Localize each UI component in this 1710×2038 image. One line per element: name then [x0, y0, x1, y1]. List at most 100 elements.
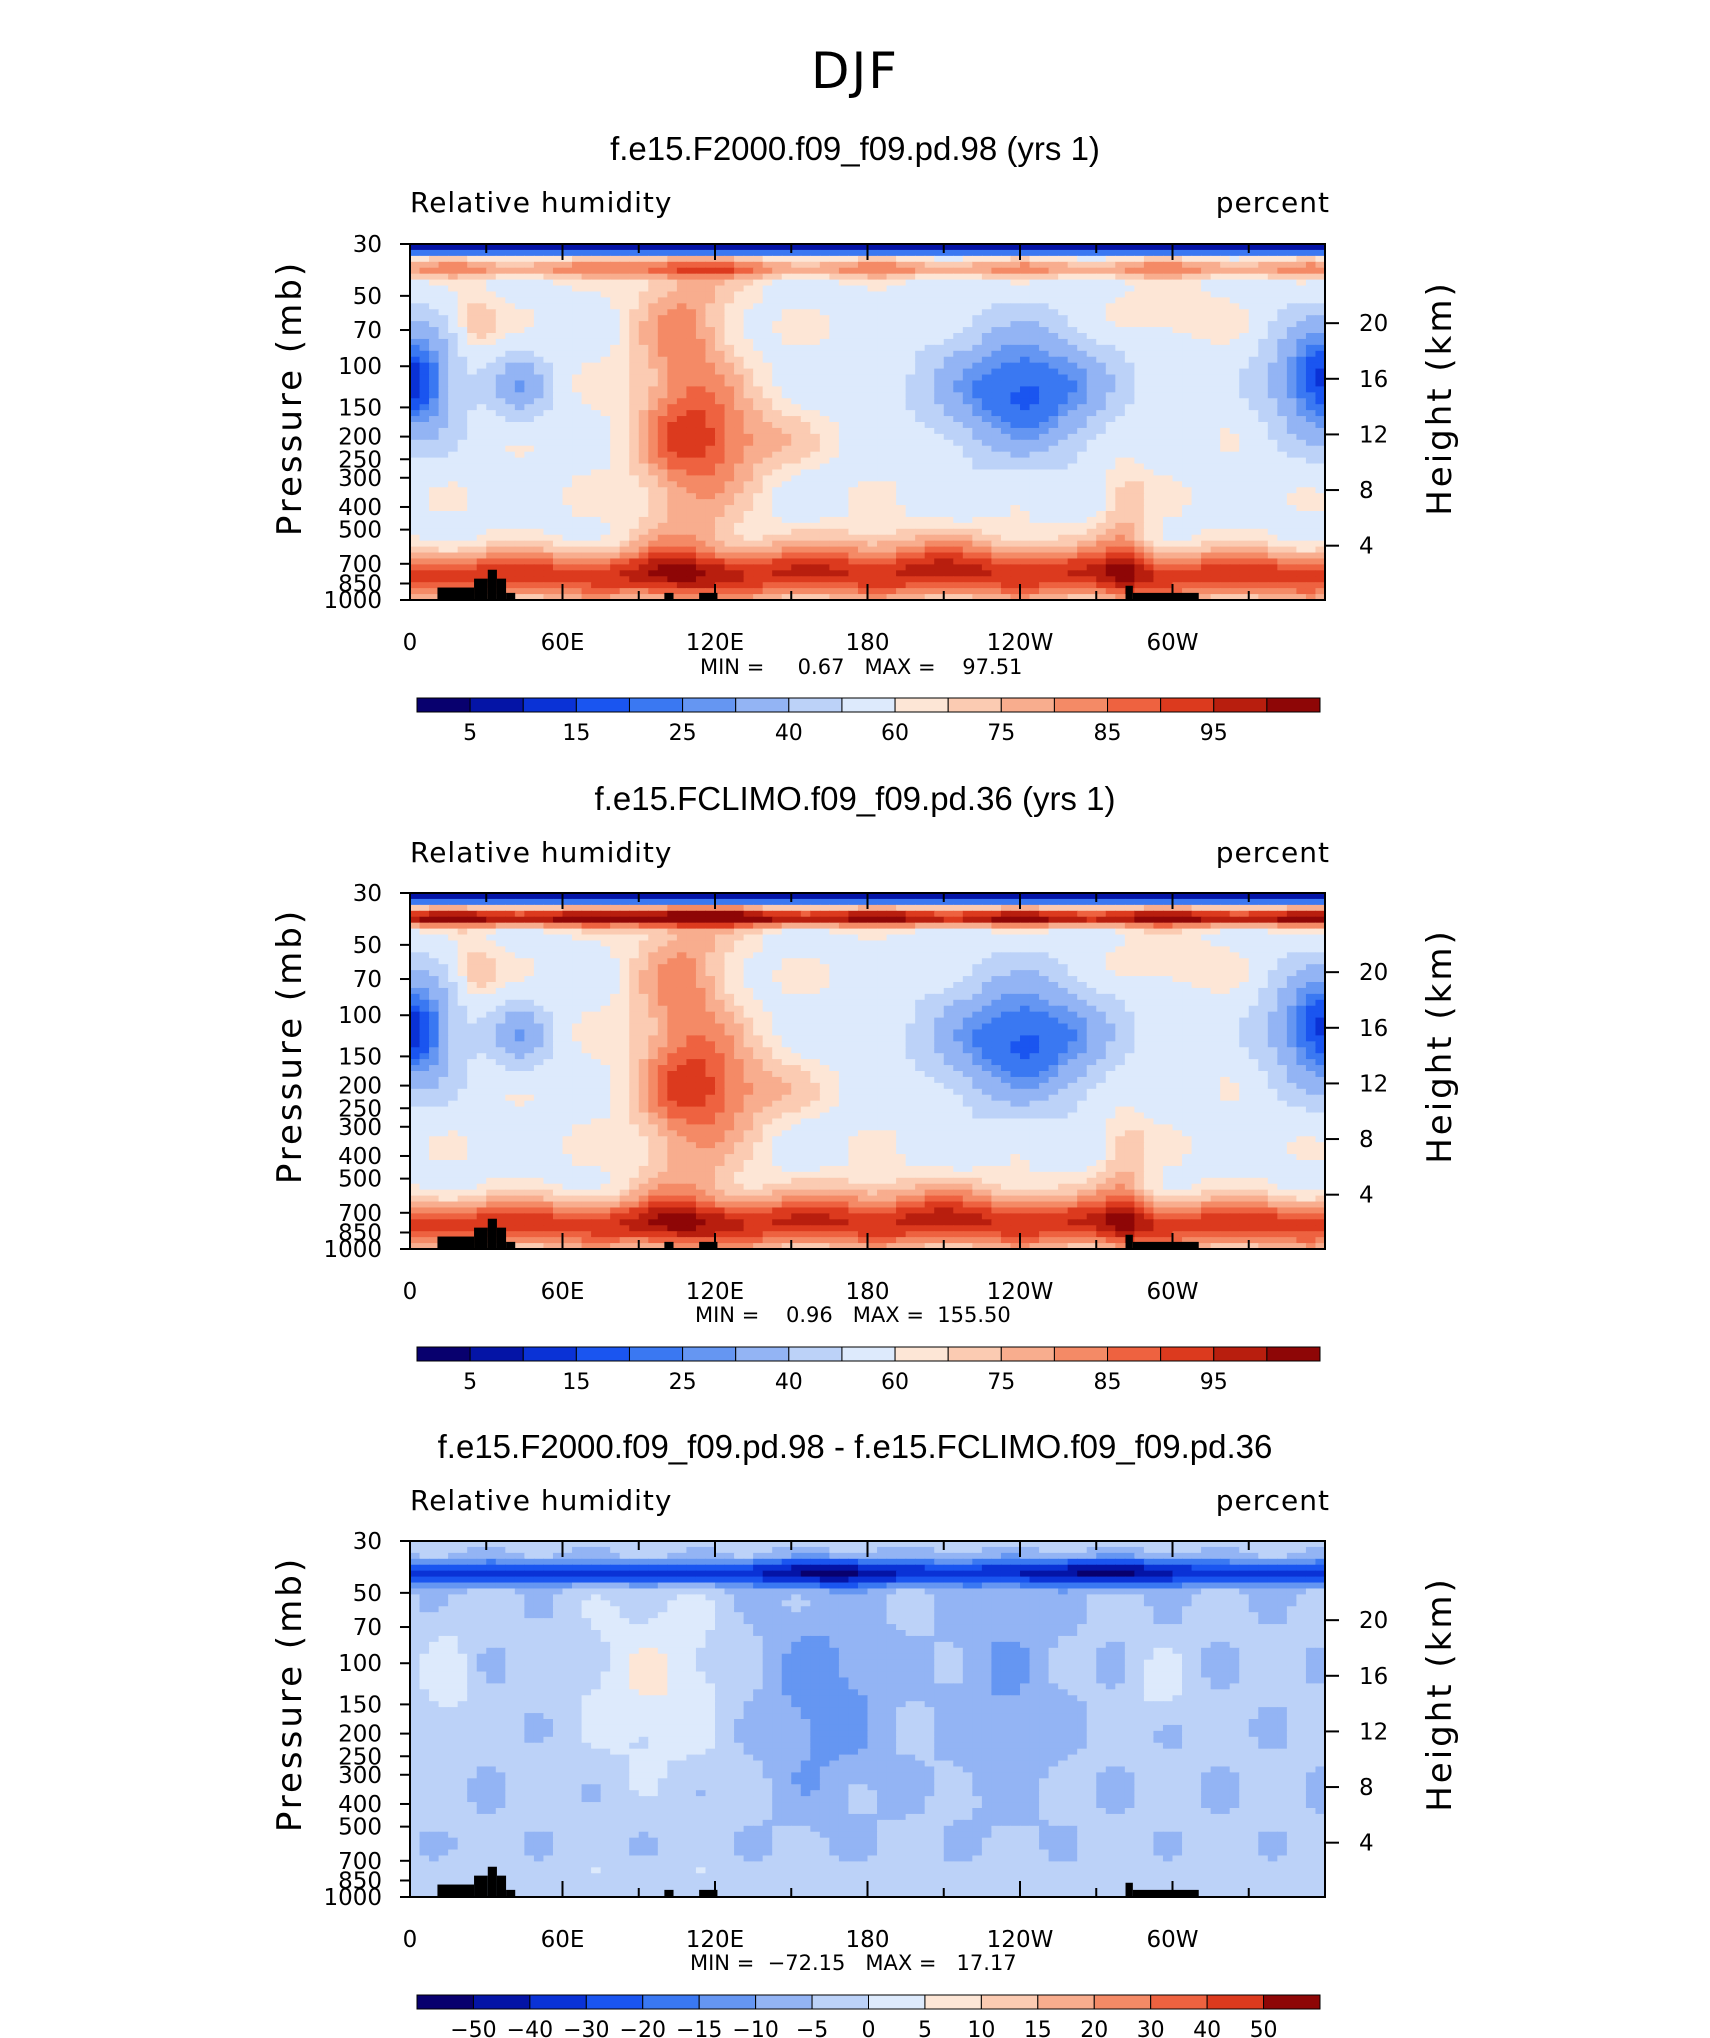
contour-cell [457, 546, 468, 554]
contour-cell [1277, 249, 1288, 257]
contour-cell [838, 344, 850, 352]
contour-cell [857, 522, 869, 530]
contour-cell [886, 356, 897, 364]
contour-cell [524, 534, 535, 542]
contour-cell [781, 309, 792, 316]
contour-cell [1115, 315, 1126, 322]
contour-cell [1286, 344, 1298, 352]
contour-cell [1191, 392, 1202, 399]
contour-cell [1277, 321, 1288, 328]
contour-cell [533, 546, 545, 554]
contour-cell [1143, 433, 1155, 441]
contour-cell [457, 303, 468, 310]
contour-cell [1277, 445, 1288, 453]
contour-cell [857, 427, 869, 435]
contour-cell [1020, 511, 1031, 518]
contour-cell [705, 522, 716, 530]
contour-cell [448, 511, 459, 518]
contour-cell [1248, 499, 1259, 506]
contour-cell [686, 505, 697, 512]
contour-cell [1210, 410, 1221, 417]
contour-cell [1286, 445, 1298, 453]
contour-cell [943, 451, 954, 459]
contour-cell [610, 445, 621, 453]
contour-cell [533, 422, 545, 429]
contour-cell [1086, 338, 1097, 346]
contour-cell [1000, 427, 1012, 435]
contour-cell [915, 451, 926, 459]
contour-cell [734, 416, 745, 423]
contour-cell [533, 404, 545, 411]
contour-cell [486, 457, 497, 465]
contour-cell [562, 309, 573, 316]
contour-cell [1153, 516, 1164, 524]
contour-cell [429, 433, 440, 441]
contour-cell [943, 516, 954, 524]
contour-cell [1277, 368, 1288, 376]
contour-cell [905, 255, 916, 263]
contour-cell [810, 528, 821, 536]
contour-cell [533, 249, 545, 257]
contour-cell [772, 481, 783, 488]
contour-cell [638, 273, 649, 281]
contour-cell [1124, 422, 1135, 429]
contour-cell [1124, 338, 1135, 346]
contour-cell [867, 505, 878, 512]
contour-cell [495, 303, 506, 310]
contour-cell [657, 285, 668, 293]
contour-cell [981, 487, 993, 494]
contour-cell [1077, 433, 1088, 441]
contour-cell [1248, 445, 1259, 453]
contour-cell [1039, 404, 1050, 411]
contour-cell [724, 451, 735, 459]
contour-cell [896, 422, 907, 429]
contour-cell [438, 321, 449, 328]
contour-cell [981, 315, 993, 322]
contour-cell [1277, 309, 1288, 316]
contour-cell [505, 475, 516, 482]
contour-cell [429, 279, 440, 287]
contour-cell [753, 374, 764, 382]
contour-cell [619, 528, 630, 536]
contour-cell [886, 333, 897, 340]
contour-cell [924, 487, 935, 494]
contour-cell [1000, 416, 1012, 423]
contour-cell [1058, 291, 1069, 298]
contour-cell [781, 338, 792, 346]
contour-cell [686, 534, 697, 542]
contour-cell [753, 303, 764, 310]
contour-cell [1029, 321, 1040, 328]
contour-cell [419, 261, 430, 269]
contour-cell [743, 321, 754, 328]
contour-cell [1305, 398, 1317, 405]
contour-cell [915, 445, 926, 453]
contour-cell [991, 410, 1002, 417]
contour-cell [476, 380, 487, 387]
contour-cell [1020, 505, 1031, 512]
contour-cell [543, 303, 554, 310]
contour-cell [1134, 511, 1145, 518]
contour-cell [410, 540, 421, 548]
contour-cell [1182, 333, 1193, 340]
contour-cell [1124, 392, 1135, 399]
contour-cell [695, 249, 707, 257]
contour-cell [1124, 380, 1135, 387]
contour-cell [648, 279, 659, 287]
contour-cell [514, 445, 525, 453]
contour-cell [1115, 327, 1126, 334]
contour-cell [486, 445, 497, 453]
contour-cell [715, 309, 726, 316]
contour-cell [829, 244, 840, 251]
contour-cell [924, 457, 935, 465]
contour-cell [1143, 516, 1155, 524]
contour-cell [1048, 368, 1059, 376]
contour-cell [1267, 540, 1278, 548]
contour-cell [724, 493, 735, 500]
contour-cell [1258, 475, 1269, 482]
contour-cell [1239, 249, 1250, 257]
contour-cell [1201, 499, 1212, 506]
contour-cell [1010, 522, 1021, 530]
contour-cell [1267, 463, 1278, 471]
contour-cell [505, 528, 516, 536]
contour-cell [886, 511, 897, 518]
